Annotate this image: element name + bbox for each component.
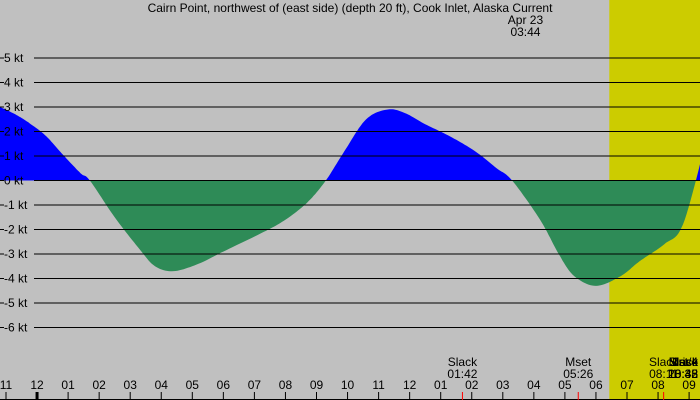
event-time-1: 05:26 <box>563 367 593 381</box>
x-tick-label: 05 <box>186 378 200 392</box>
current-series <box>0 107 700 286</box>
event-label-3: Mrise <box>669 355 699 369</box>
x-tick-label: 08 <box>651 378 665 392</box>
y-tick-label: 3 kt <box>4 100 24 114</box>
y-axis-ticks: 5 kt 4 kt 3 kt 2 kt 1 kt 0 kt -1 kt -2 kt -3 kt -… <box>4 51 28 335</box>
event-time-3: 10:35 <box>668 367 698 381</box>
x-tick-label: 01 <box>61 378 75 392</box>
y-tick-label: -6 kt <box>4 321 28 335</box>
flood-area-4 <box>695 164 700 181</box>
x-tick-label: 04 <box>155 378 169 392</box>
event-label-6: Slack <box>669 355 699 369</box>
x-tick-label: 03 <box>124 378 138 392</box>
event-label-5: 1st/4 <box>672 355 698 369</box>
y-gridlines <box>0 57 700 328</box>
x-tick-label: 10 <box>341 378 355 392</box>
y-tick-label: -5 kt <box>4 296 28 310</box>
x-tick-label: 12 <box>30 378 44 392</box>
chart-title: Cairn Point, northwest of (east side) (d… <box>148 1 554 15</box>
x-tick-label: 04 <box>527 378 541 392</box>
event-time-2: 08:11 <box>649 367 678 381</box>
y-tick-label: -3 kt <box>4 247 28 261</box>
x-tick-label: 09 <box>682 378 696 392</box>
event-label-0: Slack <box>448 355 478 369</box>
top-label-date-0: Apr 23 <box>508 13 544 27</box>
x-tick-label: 11 <box>372 378 385 392</box>
x-tick-label: 07 <box>248 378 262 392</box>
event-label-4: Slack <box>669 355 699 369</box>
ebb-area-3 <box>512 180 696 286</box>
flood-area-0 <box>0 107 90 181</box>
x-tick-label: 03 <box>496 378 510 392</box>
x-tick-label: 02 <box>92 378 106 392</box>
x-tick-label: 12 <box>403 378 417 392</box>
flood-area-2 <box>325 109 513 181</box>
x-axis-ticks: 11 12 01 02 03 04 05 06 07 08 09 10 11 12 01 02 03 04 05 06… <box>0 378 700 400</box>
event-time-5: 18:33 <box>668 367 698 381</box>
y-tick-label: -1 kt <box>4 198 28 212</box>
event-time-6: 20:48 <box>668 367 698 381</box>
event-label-1: Mset <box>565 355 592 369</box>
top-label-time-0: 03:44 <box>510 25 540 39</box>
y-tick-label: 5 kt <box>4 51 24 65</box>
x-tick-label: 05 <box>558 378 572 392</box>
x-tick-label: 11 <box>0 378 13 392</box>
y-tick-label: 4 kt <box>4 76 24 90</box>
ebb-area-1 <box>89 180 326 272</box>
event-time-0: 01:42 <box>447 367 477 381</box>
x-tick-label: 01 <box>434 378 448 392</box>
x-tick-label: 08 <box>279 378 293 392</box>
y-tick-label: 2 kt <box>4 125 24 139</box>
x-tick-label: 02 <box>465 378 479 392</box>
x-tick-label: 06 <box>217 378 231 392</box>
y-tick-label: 0 kt <box>4 174 24 188</box>
x-tick-label: 06 <box>589 378 603 392</box>
y-tick-label: -2 kt <box>4 223 28 237</box>
event-time-4: 13:42 <box>668 367 698 381</box>
y-tick-label: 1 kt <box>4 149 24 163</box>
x-tick-label: 09 <box>310 378 324 392</box>
event-label-2: Slack <box>649 355 679 369</box>
event-labels: Slack01:42Mset05:26Slack08:11Mrise10:35S… <box>447 355 699 381</box>
x-tick-label: 07 <box>620 378 634 392</box>
y-tick-label: -4 kt <box>4 272 28 286</box>
